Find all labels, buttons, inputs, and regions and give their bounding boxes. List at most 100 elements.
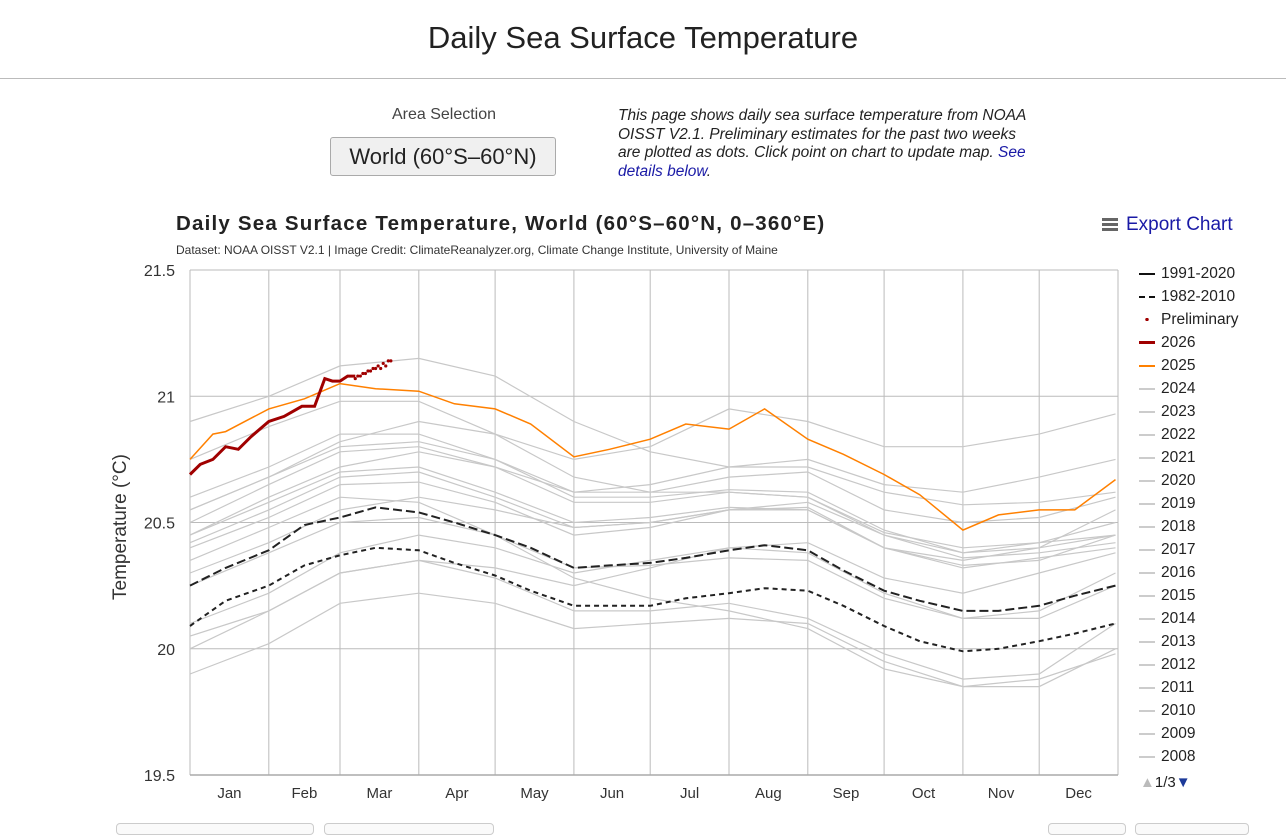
- x-tick-label: Mar: [366, 785, 392, 802]
- legend-pager: ▲1/3▼: [1140, 774, 1191, 791]
- legend-swatch-icon: [1139, 387, 1155, 390]
- legend-label: 1991-2020: [1161, 264, 1236, 282]
- legend-label: 2013: [1161, 632, 1196, 650]
- legend-label: 2018: [1161, 517, 1196, 535]
- y-tick-label: 21.5: [144, 263, 175, 280]
- legend-swatch-icon: [1139, 479, 1155, 482]
- series-line-2019: [189, 441, 1116, 524]
- legend-item[interactable]: 1991-2020: [1139, 262, 1239, 285]
- series-line-2010: [189, 496, 1116, 688]
- legend-swatch-icon: [1139, 663, 1155, 666]
- series-line-2014: [189, 496, 1116, 574]
- legend-swatch-icon: [1139, 686, 1155, 689]
- legend-swatch-icon: [1139, 272, 1155, 275]
- preliminary-point: [366, 369, 370, 373]
- x-tick-label: Nov: [988, 785, 1015, 802]
- legend-item[interactable]: 2018: [1139, 515, 1239, 538]
- series-line-2020: [189, 433, 1116, 554]
- legend-swatch-icon: [1139, 295, 1155, 298]
- page-title: Daily Sea Surface Temperature: [427, 20, 859, 55]
- page-header: Daily Sea Surface Temperature: [0, 0, 1286, 79]
- legend-label: 1982-2010: [1161, 287, 1236, 305]
- preliminary-point: [384, 364, 388, 368]
- legend-item[interactable]: 2016: [1139, 561, 1239, 584]
- legend-label: 2008: [1161, 747, 1196, 765]
- legend-item[interactable]: 2022: [1139, 423, 1239, 446]
- legend-item[interactable]: 2023: [1139, 400, 1239, 423]
- area-selection-button[interactable]: World (60°S–60°N): [330, 137, 556, 176]
- footer-button[interactable]: [1135, 823, 1249, 835]
- legend-swatch-icon: [1139, 364, 1155, 367]
- legend-label: 2010: [1161, 701, 1196, 719]
- series-line-2013: [189, 516, 1116, 620]
- chart-subtitle: Dataset: NOAA OISST V2.1 | Image Credit:…: [176, 243, 778, 257]
- info-text: This page shows daily sea surface temper…: [618, 107, 1038, 181]
- legend-item[interactable]: Preliminary: [1139, 308, 1239, 331]
- preliminary-point: [353, 376, 357, 381]
- legend-swatch-icon: [1139, 732, 1155, 735]
- legend-item[interactable]: 2014: [1139, 607, 1239, 630]
- series-line-2015: [189, 451, 1116, 536]
- legend-page: 1/3: [1154, 774, 1176, 791]
- preliminary-point: [381, 361, 385, 366]
- legend-item[interactable]: 2026: [1139, 331, 1239, 354]
- chart-legend: 1991-2020 1982-2010 Preliminary 2026 2025 202…: [1139, 262, 1239, 768]
- legend-label: Preliminary: [1161, 310, 1239, 328]
- menu-icon: [1102, 216, 1118, 233]
- legend-item[interactable]: 2012: [1139, 653, 1239, 676]
- legend-label: 2017: [1161, 540, 1196, 558]
- legend-item[interactable]: 1982-2010: [1139, 285, 1239, 308]
- legend-item[interactable]: 2017: [1139, 538, 1239, 561]
- legend-label: 2024: [1161, 379, 1196, 397]
- preliminary-point: [389, 359, 393, 363]
- legend-swatch-icon: [1139, 502, 1155, 505]
- footer-button[interactable]: [324, 823, 494, 835]
- legend-prev-arrow-icon[interactable]: ▲: [1140, 774, 1155, 791]
- legend-item[interactable]: 2020: [1139, 469, 1239, 492]
- series-line-2024: [189, 357, 1116, 506]
- footer-button[interactable]: [116, 823, 314, 835]
- legend-item[interactable]: 2021: [1139, 446, 1239, 469]
- legend-item[interactable]: 2019: [1139, 492, 1239, 515]
- legend-swatch-icon: [1139, 456, 1155, 459]
- x-tick-label: Oct: [912, 785, 936, 802]
- legend-next-arrow-icon[interactable]: ▼: [1175, 774, 1191, 791]
- details-link[interactable]: See details below: [618, 144, 1026, 180]
- legend-item[interactable]: 2024: [1139, 377, 1239, 400]
- legend-label: 2009: [1161, 724, 1196, 742]
- info-body: This page shows daily sea surface temper…: [618, 107, 1026, 161]
- legend-item[interactable]: 2013: [1139, 630, 1239, 653]
- legend-item[interactable]: 2010: [1139, 699, 1239, 722]
- export-label: Export Chart: [1126, 214, 1233, 235]
- series-line-2008: [189, 592, 1116, 688]
- legend-label: 2016: [1161, 563, 1196, 581]
- legend-swatch-icon: [1139, 617, 1155, 620]
- export-chart-button[interactable]: Export Chart: [1102, 214, 1233, 236]
- x-tick-label: Apr: [445, 785, 468, 802]
- legend-label: 2011: [1161, 678, 1195, 696]
- legend-item[interactable]: 2015: [1139, 584, 1239, 607]
- legend-swatch-icon: [1139, 433, 1155, 436]
- x-tick-label: May: [520, 785, 549, 802]
- x-tick-label: Dec: [1065, 785, 1092, 802]
- legend-item[interactable]: 2008: [1139, 745, 1239, 768]
- legend-item[interactable]: 2009: [1139, 722, 1239, 745]
- legend-label: 2020: [1161, 471, 1196, 489]
- legend-swatch-icon: [1139, 571, 1155, 574]
- preliminary-point: [358, 374, 362, 378]
- preliminary-point: [363, 371, 368, 376]
- legend-label: 2019: [1161, 494, 1196, 512]
- series-line-2017: [189, 446, 1116, 559]
- series-line-2016: [189, 400, 1116, 549]
- series-line-2025: [189, 382, 1116, 531]
- footer-button[interactable]: [1048, 823, 1126, 835]
- preliminary-point: [376, 364, 380, 368]
- y-tick-label: 20: [157, 642, 175, 659]
- legend-swatch-icon: [1139, 755, 1155, 758]
- series-line-2023: [189, 408, 1116, 511]
- legend-item[interactable]: 2025: [1139, 354, 1239, 377]
- legend-item[interactable]: 2011: [1139, 676, 1239, 699]
- series-line-2026: [188, 374, 356, 476]
- x-tick-label: Feb: [291, 785, 317, 802]
